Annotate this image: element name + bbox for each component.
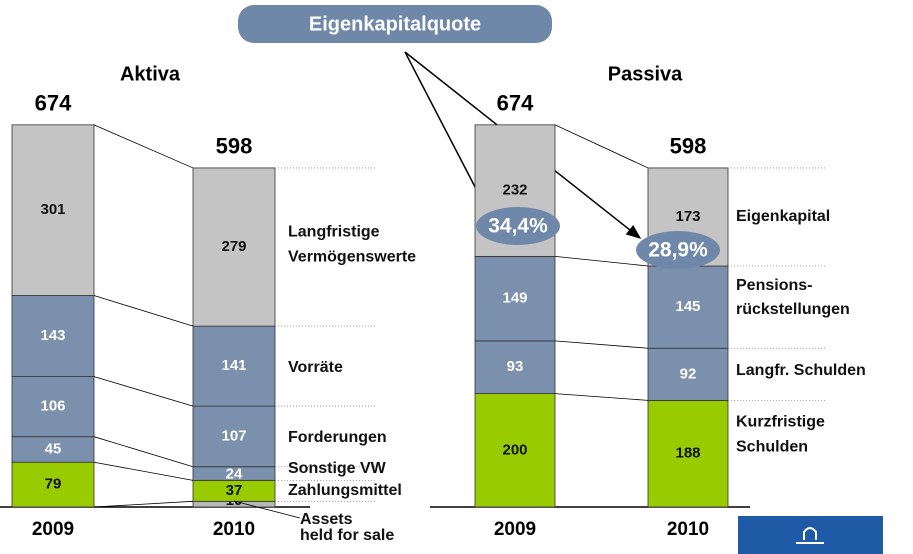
value-label: 149 xyxy=(502,290,527,307)
value-label: 143 xyxy=(40,327,65,344)
bar-segment xyxy=(474,393,556,508)
legend-label: Forderungen xyxy=(288,429,387,446)
bar-segment xyxy=(192,325,276,407)
connector xyxy=(554,340,649,349)
legend-line: Eigenkapital xyxy=(736,208,830,225)
legend-label: Pensions-rückstellungen xyxy=(736,277,850,318)
legend-label: Langfr. Schulden xyxy=(736,362,866,379)
x-tick-label: 2009 xyxy=(32,519,74,540)
total-label: 674 xyxy=(497,91,534,116)
legend-line: Assets xyxy=(300,511,353,528)
logo xyxy=(738,516,883,554)
bar-segment xyxy=(647,265,729,349)
bar-segment xyxy=(647,347,729,401)
value-label: 173 xyxy=(675,208,700,225)
legend-line: Sonstige VW xyxy=(288,460,387,477)
value-label: 106 xyxy=(40,398,65,415)
logo-icon xyxy=(803,527,817,540)
chart-title: Passiva xyxy=(608,63,683,85)
annotation-title: Eigenkapitalquote xyxy=(309,13,481,35)
legend-label: Kurzfristige Schulden xyxy=(736,414,825,456)
connector xyxy=(554,255,649,267)
value-label: 24 xyxy=(226,465,243,482)
total-label: 598 xyxy=(670,134,707,159)
legend-label: Vorräte xyxy=(288,359,343,376)
bar-segment xyxy=(474,255,556,342)
connector xyxy=(93,124,194,169)
ratio-badge xyxy=(476,207,560,245)
x-tick-label: 2010 xyxy=(213,519,255,540)
legend-line: Kurzfristige xyxy=(736,414,825,431)
bar-segment xyxy=(11,295,95,377)
value-label: 200 xyxy=(502,441,527,458)
legend-line: Langfr. Schulden xyxy=(736,362,866,379)
legend-label: Eigenkapital xyxy=(736,208,830,225)
bar-segment xyxy=(192,167,276,327)
legend-line: held for sale xyxy=(300,527,394,544)
value-label: 37 xyxy=(226,482,243,499)
legend-line: Pensions- xyxy=(736,277,812,294)
connector xyxy=(554,124,649,169)
connector xyxy=(93,376,194,407)
connector xyxy=(93,436,194,468)
value-label: 93 xyxy=(507,358,524,375)
value-label: 232 xyxy=(502,182,527,199)
total-label: 598 xyxy=(216,134,253,159)
connector xyxy=(93,461,194,481)
legend-line: Vorräte xyxy=(288,359,343,376)
legend-label: Sonstige VW xyxy=(288,460,387,477)
value-label: 145 xyxy=(675,298,700,315)
legend-line: Forderungen xyxy=(288,429,387,446)
value-label: 79 xyxy=(45,476,62,493)
total-label: 674 xyxy=(35,91,72,116)
chart-title: Aktiva xyxy=(120,63,181,85)
bar-segment xyxy=(192,405,276,468)
ratio-label: 34,4% xyxy=(488,215,548,238)
bar-segment xyxy=(647,400,729,508)
bar-segment xyxy=(11,124,95,296)
bar-segment xyxy=(474,340,556,394)
bar-segment xyxy=(11,461,95,508)
legend-line: Schulden xyxy=(736,439,808,456)
leader xyxy=(233,500,301,519)
legend-line: rückstellungen xyxy=(736,301,850,318)
bar-segment xyxy=(11,376,95,438)
value-label: 301 xyxy=(40,201,65,218)
legend-label: Langfristige Vermögenswerte xyxy=(288,224,416,266)
value-label: 107 xyxy=(221,427,246,444)
legend-label: Zahlungsmittel xyxy=(288,482,402,499)
ratio-label: 28,9% xyxy=(648,239,708,262)
connector xyxy=(93,500,194,508)
annotation-box xyxy=(238,5,552,43)
arrow xyxy=(404,51,488,212)
ratio-badge xyxy=(636,231,720,269)
value-label: 141 xyxy=(221,357,246,374)
value-label: 279 xyxy=(221,238,246,255)
legend-line: Langfristige xyxy=(288,224,380,241)
x-tick-label: 2010 xyxy=(667,519,709,540)
bar-segment xyxy=(11,436,95,463)
x-tick-label: 2009 xyxy=(494,519,536,540)
value-label: 45 xyxy=(45,440,62,457)
value-label: 92 xyxy=(680,365,697,382)
legend-label: Assets held for sale xyxy=(300,511,394,544)
connector xyxy=(93,295,194,327)
value-label: 188 xyxy=(675,445,700,462)
legend-line: Vermögenswerte xyxy=(288,249,416,266)
legend-line: Zahlungsmittel xyxy=(288,482,402,499)
connector xyxy=(554,393,649,401)
